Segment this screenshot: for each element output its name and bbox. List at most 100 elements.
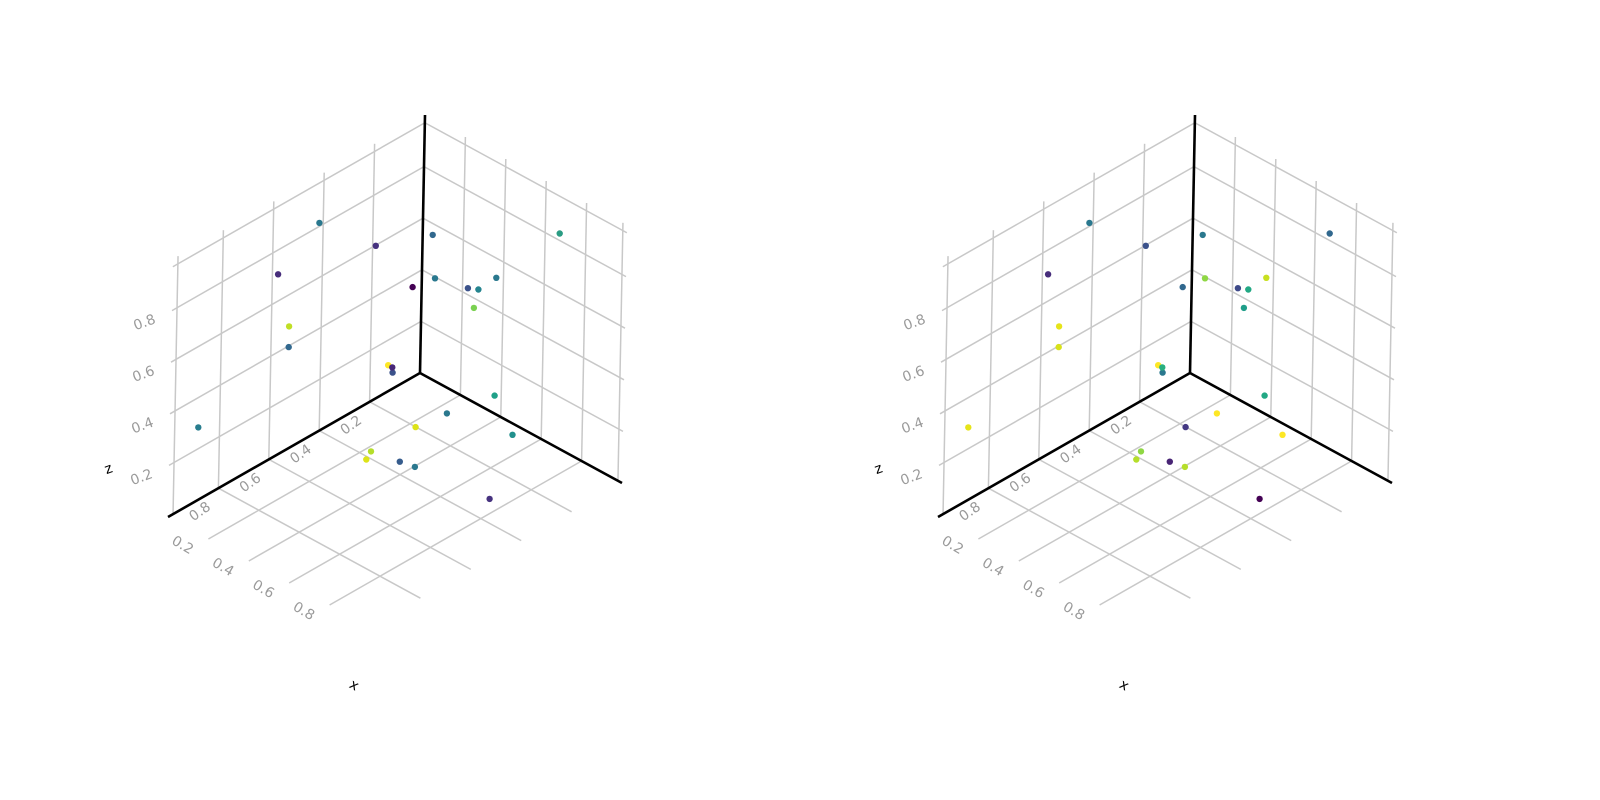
- data-point: [1137, 448, 1145, 455]
- wall-yz-gridline-z: [171, 165, 425, 312]
- wall-xz-gridline-z: [1190, 320, 1394, 433]
- wall-yz-gridline-z: [168, 320, 422, 467]
- data-point: [1055, 323, 1063, 330]
- data-point: [195, 424, 202, 431]
- data-point: [285, 343, 292, 351]
- wall-xz-gridline-x: [459, 136, 467, 396]
- data-point: [1133, 456, 1140, 463]
- data-point: [1044, 271, 1052, 278]
- wall-xz-gridline-x: [1310, 180, 1317, 440]
- floor-gridline-x: [1058, 438, 1312, 584]
- axes: [937, 114, 1393, 519]
- floor-gridline-y: [268, 458, 472, 571]
- wall-yz-gridline-z: [941, 165, 1195, 312]
- data-point: [1256, 495, 1263, 503]
- data-point: [443, 410, 451, 417]
- x-axis-label: x: [346, 677, 361, 695]
- chart-panel-1: 0.20.40.60.80.20.40.60.80.20.40.60.8xyz: [102, 114, 628, 695]
- wall-yz-gridline-z: [938, 320, 1192, 467]
- x-tick-label: 0.8: [1060, 599, 1087, 624]
- wall-xz-gridline-x: [580, 202, 588, 462]
- data-point: [1086, 219, 1093, 227]
- wall-yz-gridline-top: [172, 122, 426, 268]
- z-tick-label: 0.6: [130, 363, 156, 386]
- wall-yz-gridline-y: [368, 143, 376, 402]
- floor-gridline-y: [988, 487, 1191, 599]
- wall-yz-gridline-y: [1088, 172, 1095, 431]
- data-point: [412, 423, 419, 431]
- floor-gridline-y: [369, 401, 572, 513]
- data-points: [965, 219, 1333, 503]
- data-point: [431, 275, 439, 282]
- data-point: [464, 285, 472, 292]
- floor-gridline-x: [288, 438, 542, 584]
- wall-xz-gridline-z: [1192, 217, 1396, 329]
- x-axis-label: x: [1116, 677, 1131, 695]
- data-point: [1326, 230, 1333, 237]
- x-tick-label: 0.2: [939, 533, 966, 558]
- data-point: [1234, 285, 1242, 292]
- data-point: [1182, 423, 1189, 431]
- wall-yz-gridline-y: [987, 230, 995, 489]
- data-point: [491, 392, 498, 399]
- wall-xz-gridline-z: [421, 269, 625, 381]
- data-point: [363, 456, 370, 463]
- data-point: [493, 274, 500, 281]
- x-tick-label: 0.6: [1020, 577, 1047, 602]
- data-point: [396, 458, 403, 465]
- data-point: [1166, 458, 1174, 465]
- wall-yz-gridline-y: [318, 172, 325, 431]
- data-point: [1240, 304, 1248, 312]
- wall-xz-gridline-z: [422, 217, 626, 329]
- wall-yz-gridline-top: [942, 122, 1196, 268]
- data-point: [1055, 343, 1062, 351]
- wall-yz-gridline-y: [1138, 143, 1146, 402]
- floor-gridline-x: [1099, 460, 1352, 606]
- data-point: [389, 364, 396, 371]
- z-tick-label: 0.6: [900, 363, 926, 386]
- floor-gridline-x: [978, 394, 1231, 540]
- data-point: [285, 323, 293, 330]
- data-point: [1263, 274, 1270, 281]
- floor-gridline-y: [1088, 429, 1292, 542]
- wall-yz-gridline-z: [169, 269, 423, 415]
- data-points: [195, 219, 563, 503]
- x-tick-label: 0.4: [209, 555, 236, 580]
- data-point: [1261, 392, 1268, 399]
- data-point: [274, 271, 282, 278]
- wall-yz-gridline-z: [170, 217, 424, 363]
- wall-yz-gridline-z: [939, 269, 1193, 415]
- data-point: [1142, 242, 1150, 249]
- wall-xz-gridline-x: [540, 180, 547, 440]
- y-axis-line: [937, 371, 1191, 519]
- wall-xz-gridline-z: [420, 320, 624, 433]
- wall-yz-gridline-z: [940, 217, 1194, 363]
- wall-yz-gridline-edge: [942, 256, 949, 515]
- wall-xz-gridline-z: [1191, 269, 1395, 381]
- data-point: [486, 495, 493, 503]
- wall-yz-gridline-edge: [172, 256, 179, 515]
- data-point: [1159, 369, 1166, 376]
- data-point: [1181, 463, 1189, 471]
- data-point: [1279, 431, 1286, 438]
- data-point: [470, 304, 478, 312]
- wall-xz-gridline-edge: [1387, 222, 1394, 481]
- chart-panel-2: 0.20.40.60.80.20.40.60.80.20.40.60.8xyz: [872, 114, 1398, 695]
- data-point: [1179, 283, 1186, 291]
- z-axis-line: [1188, 114, 1197, 374]
- z-axis-label: z: [102, 460, 114, 478]
- floor-gridline-y: [218, 487, 421, 599]
- data-point: [367, 448, 375, 455]
- data-point: [475, 286, 482, 293]
- wall-xz-gridline-z: [423, 165, 627, 278]
- grid-lines: [168, 122, 628, 606]
- z-tick-label: 0.8: [901, 312, 927, 335]
- wall-yz-gridline-y: [217, 230, 225, 489]
- data-point: [1201, 275, 1209, 282]
- floor-gridline-x: [208, 394, 461, 540]
- data-point: [1159, 364, 1166, 371]
- x-tick-label: 0.8: [290, 599, 317, 624]
- data-point: [429, 231, 436, 239]
